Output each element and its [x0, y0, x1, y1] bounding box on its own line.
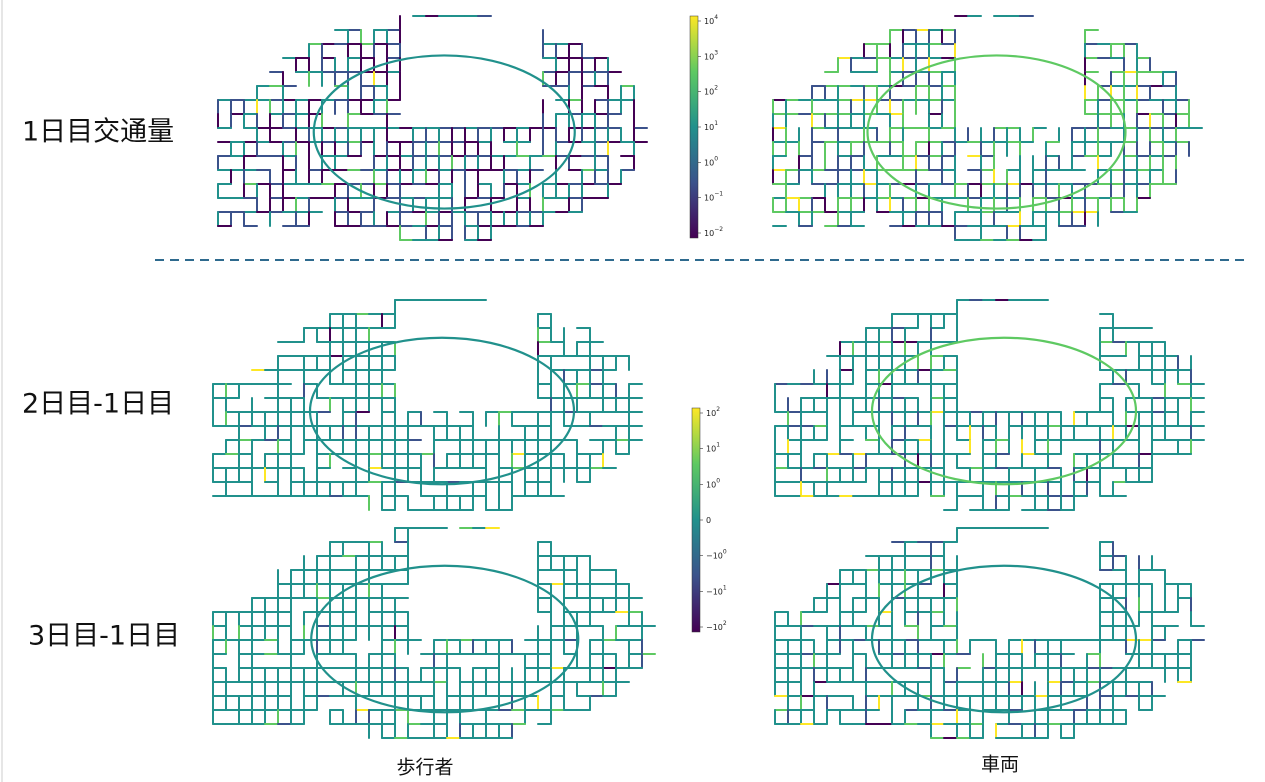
row-label: 3日目-1日目 — [28, 621, 180, 652]
tick-exponent: −1 — [714, 190, 723, 197]
row-label: 2日目-1日目 — [22, 389, 174, 420]
colorbar-tick-label: 101 — [706, 441, 720, 453]
tick-base: 10 — [706, 480, 716, 489]
road-network — [218, 16, 647, 240]
colorbar-tick-label: 103 — [704, 49, 718, 61]
road-network — [213, 528, 655, 738]
tick-base: 10 — [704, 158, 714, 167]
colorbar-tick-label: 100 — [706, 477, 720, 489]
road-network — [775, 528, 1204, 738]
tick-exponent: −2 — [714, 226, 723, 233]
tick-exponent: 4 — [714, 14, 718, 21]
colorbar-tick-label: 100 — [704, 155, 718, 167]
tick-exponent: 0 — [714, 155, 718, 162]
tick-exponent: 2 — [723, 620, 727, 627]
road-network — [213, 300, 642, 510]
tick-exponent: 2 — [716, 406, 720, 413]
tick-base: −10 — [706, 551, 723, 560]
tick-base: 10 — [704, 229, 714, 238]
tick-base: 10 — [704, 87, 714, 96]
colorbar — [692, 408, 700, 632]
tick-base: −10 — [706, 587, 723, 596]
tick-exponent: 0 — [723, 548, 727, 555]
colorbar-tick-label: 10−1 — [704, 190, 723, 202]
tick-exponent: 1 — [714, 120, 718, 127]
column-label: 車両 — [981, 754, 1019, 776]
tick-exponent: 2 — [714, 84, 718, 91]
tick-base: 10 — [704, 123, 714, 132]
ring-road — [314, 55, 575, 208]
tick-exponent: 0 — [716, 477, 720, 484]
colorbar-tick-label: 0 — [706, 516, 711, 525]
tick-base: 10 — [704, 193, 714, 202]
colorbar-tick-label: 104 — [704, 14, 718, 26]
colorbar-tick-label: 10−2 — [704, 226, 723, 238]
figure: 1日目交通量 2日目-1日目 3日目-1日目 歩行者 車両 1041031021… — [0, 0, 1265, 782]
colorbar-tick-label: 102 — [704, 84, 718, 96]
road-network — [775, 300, 1204, 510]
ring-road — [868, 55, 1126, 208]
colorbar-tick-label: 101 — [704, 120, 718, 132]
tick-exponent: 3 — [714, 49, 718, 56]
colorbar-tick-label: −102 — [706, 620, 727, 632]
tick-base: 0 — [706, 516, 711, 525]
tick-base: 10 — [704, 52, 714, 61]
tick-base: −10 — [706, 623, 723, 632]
tick-exponent: 1 — [723, 584, 727, 591]
colorbar-tick-label: −101 — [706, 584, 727, 596]
colorbar — [690, 16, 698, 238]
colorbar-tick-label: −100 — [706, 548, 727, 560]
tick-base: 10 — [704, 17, 714, 26]
figure-canvas: 1日目交通量 2日目-1日目 3日目-1日目 歩行者 車両 1041031021… — [0, 0, 1265, 782]
road-network — [773, 16, 1202, 240]
row-label: 1日目交通量 — [22, 117, 174, 148]
tick-exponent: 1 — [716, 441, 720, 448]
colorbar-tick-label: 102 — [706, 406, 720, 418]
tick-base: 10 — [706, 444, 716, 453]
column-label: 歩行者 — [396, 757, 453, 779]
tick-base: 10 — [706, 409, 716, 418]
